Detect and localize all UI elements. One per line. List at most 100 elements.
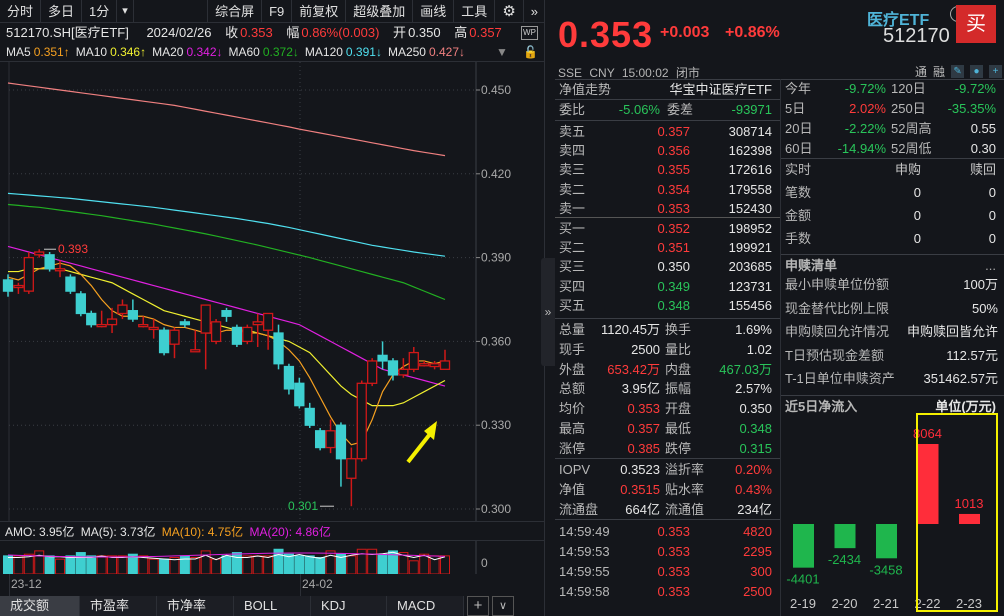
volume-bar <box>138 555 149 575</box>
ask-price: 0.353 <box>657 200 690 216</box>
weibi-value: -5.06% <box>618 102 660 117</box>
tab-kdj[interactable]: KDJ <box>311 596 387 616</box>
add-indicator-icon[interactable]: + <box>467 596 489 616</box>
plus-icon[interactable]: + <box>989 65 1003 78</box>
pencil-icon[interactable]: ✎ <box>951 65 965 78</box>
period-1min[interactable]: 1分 <box>82 0 118 23</box>
bell-icon[interactable]: ● <box>970 65 984 78</box>
weicha-label: 委差 <box>667 102 694 117</box>
ask-row: 卖四 0.356 162398 <box>555 140 780 162</box>
tick-time: 14:59:49 <box>559 524 610 539</box>
redemption-label: 申购赎回允许情况 <box>785 324 890 339</box>
bid-label: 买二 <box>559 240 586 256</box>
bid-volume: 199921 <box>728 240 772 256</box>
stats-value-2: 0.315 <box>739 440 772 456</box>
ma-label-ma10: MA10 <box>75 45 108 59</box>
currency: CNY <box>589 66 615 80</box>
redemption-value: 申购赎回皆允许 <box>906 324 998 339</box>
forward-adjust-button[interactable]: 前复权 <box>292 0 347 23</box>
perf-row: 今年 -9.72% 120日 -9.72% <box>781 78 1004 100</box>
x-label-feb: 24-02 <box>302 577 333 591</box>
candle <box>252 321 263 326</box>
net-inflow-bar <box>959 513 980 524</box>
realtime-label: 实时 <box>785 162 812 177</box>
expand-icon[interactable]: ∨ <box>492 596 514 616</box>
redemption-label: 最小申赎单位份额 <box>785 277 890 292</box>
price-change: +0.003 <box>660 24 710 41</box>
volume-bar <box>440 555 450 575</box>
high-marker: 0.393 <box>58 242 88 256</box>
ma5-line <box>7 262 446 446</box>
etf_stats-value-2: 234亿 <box>737 502 772 517</box>
tab-multiday[interactable]: 多日 <box>41 0 83 23</box>
redemption-label: T日预估现金差额 <box>785 347 884 363</box>
etf_stats-label: 流通盘 <box>559 502 599 517</box>
period-dropdown-icon[interactable]: ▾ <box>117 0 134 23</box>
candle <box>13 284 24 289</box>
tick-row: 14:59:55 0.353 300 <box>555 561 780 583</box>
candle <box>54 268 66 272</box>
tab-boll[interactable]: BOLL <box>234 596 311 616</box>
etf_stats-value-2: 0.20% <box>735 462 772 477</box>
f9-button[interactable]: F9 <box>262 0 293 23</box>
annotation-arrow <box>406 432 432 464</box>
stats-label: 最高 <box>559 421 586 436</box>
tab-turnover[interactable]: 成交额 <box>0 596 80 616</box>
ask-row: 卖五 0.357 308714 <box>555 121 780 143</box>
volume-bar <box>107 555 118 575</box>
tab-pe[interactable]: 市盈率 <box>80 596 157 616</box>
tick-time: 14:59:53 <box>559 544 610 559</box>
tab-macd[interactable]: MACD <box>387 596 464 616</box>
subscribe-value: 0 <box>913 231 921 246</box>
bid-price: 0.350 <box>657 259 690 275</box>
candle <box>346 458 357 479</box>
draw-line-button[interactable]: 画线 <box>413 0 455 23</box>
redemption-label: T-1日单位申赎资产 <box>785 371 895 386</box>
net-inflow-title: 近5日净流入 <box>785 399 858 414</box>
fund-code: 512170 <box>883 25 950 47</box>
stats-value: 653.42万 <box>607 361 660 377</box>
super-overlay-button[interactable]: 超级叠加 <box>346 0 414 23</box>
lock-icon[interactable]: 🔓 <box>523 45 538 59</box>
buy-button[interactable]: 买 <box>956 5 996 43</box>
candle <box>44 254 55 270</box>
more-icon[interactable]: ... <box>985 258 996 273</box>
composite-screen-button[interactable]: 综合屏 <box>208 0 263 23</box>
wp-icon[interactable]: WP <box>521 26 538 40</box>
more-icon[interactable]: » <box>530 4 538 19</box>
bid-volume: 198952 <box>728 221 772 236</box>
close-label: 收 <box>225 25 239 40</box>
kline-chart[interactable]: 0.450 0.420 0.390 0.360 0.330 0.300 0.393 0.301 <box>0 62 545 522</box>
tick-row: 14:59:49 0.353 4820 <box>555 521 780 543</box>
redemption-row: 现金替代比例上限 50% <box>781 298 1004 320</box>
candle <box>408 351 419 370</box>
gear-icon[interactable]: ⚙ <box>495 0 524 23</box>
volume-bar <box>304 555 315 575</box>
stats-value-2: 2.57% <box>735 381 772 397</box>
collapse-panel-button[interactable]: » <box>541 258 555 366</box>
tab-intraday[interactable]: 分时 <box>0 0 42 23</box>
ask-label: 卖二 <box>559 181 586 197</box>
ma-dropdown-icon[interactable]: ▼ <box>496 45 508 59</box>
bid-label: 买四 <box>559 278 586 294</box>
bid-volume: 155456 <box>728 297 772 313</box>
stats-row: 现手 2500 量比 1.02 <box>555 339 780 361</box>
volume-bar <box>86 555 97 575</box>
stats-label: 现手 <box>559 341 586 357</box>
tools-button[interactable]: 工具 <box>454 0 496 23</box>
tab-pb[interactable]: 市净率 <box>157 596 234 616</box>
y-tick: 0.450 <box>481 83 511 97</box>
volume-y-label: 0 <box>481 556 488 570</box>
amo-legend: AMO: 3.95亿 MA(5): 3.73亿 MA(10): 4.75亿 MA… <box>0 521 545 541</box>
volume-bar <box>148 558 159 575</box>
nav-trend-row[interactable]: 净值走势 华宝中证医疗ETF <box>555 79 780 101</box>
fund-name[interactable]: 医疗ETF <box>867 12 930 29</box>
net-inflow-value: 1013 <box>955 496 984 511</box>
ma-label-ma5: MA5 <box>6 45 31 59</box>
redemption-value: 112.57元 <box>946 347 998 363</box>
redemption-header: 申赎清单 ... <box>781 255 1004 277</box>
x-axis: 23-12 24-02 <box>0 574 545 596</box>
net-inflow-date: 2-21 <box>873 596 899 611</box>
volume-chart[interactable]: 0 <box>0 541 545 575</box>
subscribe-label: 申购 <box>894 162 921 177</box>
